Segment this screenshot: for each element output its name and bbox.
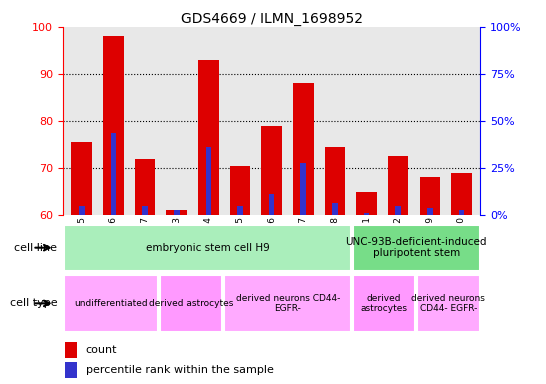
Bar (262, 126, 282, 215)
Text: percentile rank within the sample: percentile rank within the sample (86, 365, 274, 375)
Bar (237, 206, 243, 215)
Bar (388, 156, 408, 215)
Bar (353, 225, 479, 271)
Bar (135, 159, 156, 215)
Text: undifferentiated: undifferentiated (74, 299, 148, 308)
Bar (293, 83, 313, 215)
Bar (103, 36, 124, 215)
Text: count: count (86, 345, 117, 355)
Bar (459, 210, 464, 215)
Bar (65, 342, 78, 358)
Bar (427, 208, 432, 215)
Text: derived
astrocytes: derived astrocytes (360, 294, 408, 313)
Bar (72, 142, 92, 215)
Text: derived astrocytes: derived astrocytes (149, 299, 234, 308)
Text: embryonic stem cell H9: embryonic stem cell H9 (145, 243, 269, 253)
Bar (419, 177, 440, 215)
Bar (332, 203, 338, 215)
Bar (417, 275, 479, 332)
Bar (357, 192, 377, 215)
Text: derived neurons CD44-
EGFR-: derived neurons CD44- EGFR- (235, 294, 340, 313)
Bar (142, 206, 148, 215)
Bar (269, 194, 275, 215)
Bar (205, 147, 211, 215)
Bar (353, 275, 416, 332)
Bar (198, 60, 218, 215)
Bar (64, 225, 351, 271)
Bar (364, 213, 370, 215)
Bar (395, 206, 401, 215)
Bar (224, 275, 351, 332)
Bar (230, 166, 250, 215)
Bar (325, 147, 345, 215)
Bar (111, 133, 116, 215)
Text: cell type: cell type (10, 298, 57, 308)
Bar (300, 163, 306, 215)
Bar (79, 206, 85, 215)
Bar (174, 210, 180, 215)
Bar (160, 275, 222, 332)
Bar (167, 210, 187, 215)
Bar (64, 275, 158, 332)
Title: GDS4669 / ILMN_1698952: GDS4669 / ILMN_1698952 (181, 12, 363, 26)
Text: cell line: cell line (14, 243, 57, 253)
Bar (451, 173, 472, 215)
Text: UNC-93B-deficient-induced
pluripotent stem: UNC-93B-deficient-induced pluripotent st… (346, 237, 487, 258)
Text: derived neurons
CD44- EGFR-: derived neurons CD44- EGFR- (412, 294, 485, 313)
Bar (65, 362, 78, 378)
